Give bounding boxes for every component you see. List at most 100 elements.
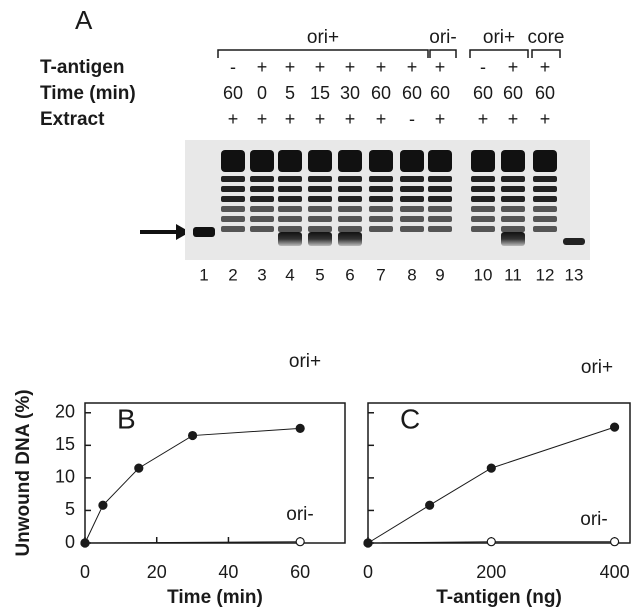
band: [250, 176, 274, 182]
band: [338, 206, 362, 212]
arrow-head: [176, 224, 190, 240]
data-point: [425, 500, 435, 510]
band: [533, 206, 557, 212]
series-line: [367, 426, 615, 544]
band: [563, 238, 585, 245]
band: [250, 196, 274, 202]
row-label: Time (min): [40, 83, 136, 104]
band: [533, 216, 557, 222]
y-tick-label: 0: [65, 532, 75, 552]
panel-label: A: [75, 5, 93, 35]
band: [221, 206, 245, 212]
band: [250, 226, 274, 232]
lane-value: 60: [473, 83, 493, 103]
group-label: core: [528, 27, 565, 48]
lane-number: 7: [376, 265, 385, 284]
x-tick-label: 0: [80, 562, 90, 582]
lane-number: 10: [474, 265, 493, 284]
lane-number: 4: [285, 265, 294, 284]
band: [369, 186, 393, 192]
band: [501, 176, 525, 182]
bracket: [217, 49, 429, 58]
data-point: [80, 538, 90, 548]
band: [400, 186, 424, 192]
lane-value: +: [435, 109, 446, 129]
band: [308, 196, 332, 202]
band: [338, 150, 362, 172]
gel: A: [75, 5, 190, 240]
band: [278, 150, 302, 172]
data-point: [295, 537, 305, 547]
data-point: [609, 537, 620, 547]
lane-value: 60: [430, 83, 450, 103]
band: [338, 226, 362, 232]
band: [471, 176, 495, 182]
band: [308, 226, 332, 232]
panel-label: B: [117, 403, 136, 434]
band: [308, 232, 332, 246]
band: [533, 196, 557, 202]
lane-value: +: [257, 57, 268, 77]
band: [221, 226, 245, 232]
band: [250, 206, 274, 212]
band: [428, 226, 452, 232]
band: [338, 216, 362, 222]
lane-value: 5: [285, 83, 295, 103]
lane-value: 60: [371, 83, 391, 103]
band: [471, 186, 495, 192]
lane-value: 60: [223, 83, 243, 103]
band: [400, 176, 424, 182]
lane-value: +: [435, 57, 446, 77]
band: [501, 196, 525, 202]
lane-value: +: [376, 109, 387, 129]
band: [338, 176, 362, 182]
data-point: [363, 538, 373, 548]
x-axis-label: T-antigen (ng): [436, 587, 562, 608]
lane-value: 30: [340, 83, 360, 103]
band: [308, 206, 332, 212]
band: [278, 216, 302, 222]
band: [308, 176, 332, 182]
lane-value: +: [228, 109, 239, 129]
lane-value: +: [345, 109, 356, 129]
band: [278, 226, 302, 232]
band: [278, 206, 302, 212]
series-label: ori+: [581, 357, 613, 378]
lane-number: 9: [435, 265, 444, 284]
band: [369, 196, 393, 202]
band: [308, 150, 332, 172]
y-tick-label: 15: [55, 434, 75, 454]
band: [193, 227, 215, 237]
band: [400, 216, 424, 222]
band: [533, 226, 557, 232]
band: [250, 150, 274, 172]
band: [278, 186, 302, 192]
lane-value: +: [285, 57, 296, 77]
band: [221, 196, 245, 202]
lane-value: +: [540, 109, 551, 129]
band: [428, 206, 452, 212]
data-point: [486, 537, 496, 547]
band: [369, 216, 393, 222]
bracket: [429, 49, 457, 58]
group-label: ori+: [483, 27, 515, 48]
band: [471, 206, 495, 212]
band: [278, 232, 302, 246]
band: [501, 216, 525, 222]
lane-value: +: [315, 57, 326, 77]
data-point: [295, 423, 305, 433]
y-tick-label: 5: [65, 499, 75, 519]
lane-number: 2: [228, 265, 237, 284]
band: [428, 196, 452, 202]
group-label: ori-: [429, 27, 456, 48]
plot-frame: [367, 402, 631, 544]
band: [221, 176, 245, 182]
x-tick-label: 40: [218, 562, 238, 582]
bracket: [469, 49, 529, 58]
band: [308, 216, 332, 222]
band: [278, 196, 302, 202]
band: [533, 186, 557, 192]
band: [501, 206, 525, 212]
row-label: Extract: [40, 109, 105, 130]
